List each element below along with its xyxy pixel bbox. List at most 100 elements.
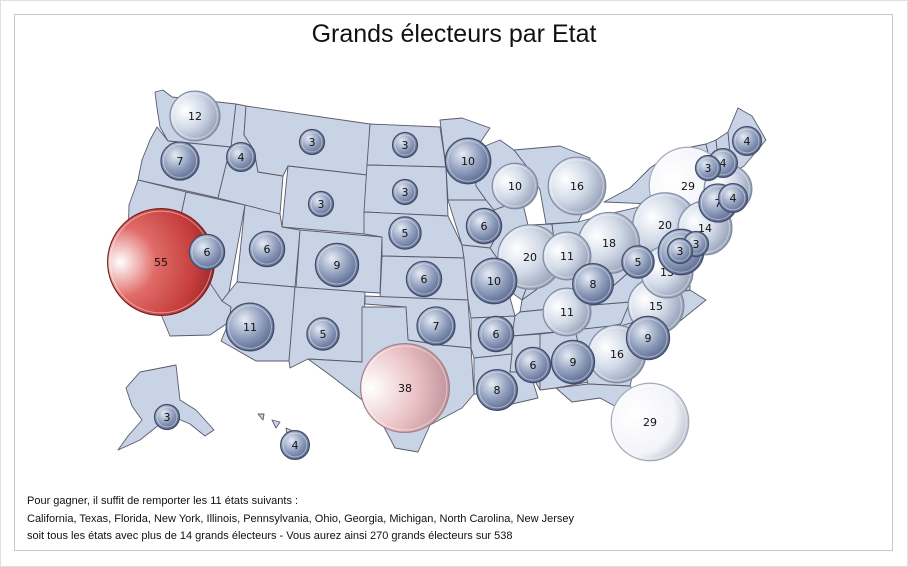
- bubble-circle: [153, 403, 181, 431]
- bubble-label: 3: [402, 139, 409, 152]
- bubble-circle: [666, 237, 694, 265]
- bubble-sc: 9: [625, 315, 671, 361]
- bubble-tn: 11: [542, 287, 592, 337]
- bubble-sd: 3: [391, 178, 419, 206]
- bubble-id: 4: [226, 142, 257, 173]
- bubble-wv: 5: [621, 245, 655, 279]
- bubble-label: 9: [334, 259, 341, 272]
- bubble-label: 18: [602, 237, 616, 250]
- bubble-label: 3: [677, 245, 684, 258]
- bubble-circle: [416, 306, 456, 346]
- bubble-ne: 5: [388, 216, 422, 250]
- bubble-circle: [391, 178, 419, 206]
- bubble-label: 11: [560, 306, 574, 319]
- bubble-label: 10: [461, 155, 475, 168]
- bubble-la: 8: [476, 369, 518, 411]
- bubble-wa: 12: [169, 90, 221, 142]
- bubble-label: 3: [318, 198, 325, 211]
- bubble-circle: [444, 137, 492, 185]
- bubble-mt: 3: [298, 128, 326, 156]
- bubble-hi: 4: [280, 430, 311, 461]
- bubble-label: 10: [487, 275, 501, 288]
- bubble-ky: 8: [572, 263, 614, 305]
- bubble-label: 29: [681, 180, 695, 193]
- bubble-nd: 3: [391, 131, 419, 159]
- bubble-mn: 10: [444, 137, 492, 185]
- bubble-wi: 10: [491, 162, 539, 210]
- bubble-ok: 7: [416, 306, 456, 346]
- bubble-circle: [514, 346, 552, 384]
- bubble-label: 29: [643, 416, 657, 429]
- bubble-label: 16: [570, 180, 584, 193]
- bubble-circle: [491, 162, 539, 210]
- bubble-label: 55: [154, 256, 168, 269]
- footnote-line-3: soit tous les états avec plus de 14 gran…: [27, 530, 513, 542]
- bubble-ut: 6: [248, 230, 286, 268]
- bubble-circle: [694, 154, 722, 182]
- bubble-circle: [405, 260, 443, 298]
- bubble-label: 7: [433, 320, 440, 333]
- bubble-label: 5: [402, 227, 409, 240]
- bubble-mi: 16: [547, 156, 607, 216]
- bubble-circle: [388, 216, 422, 250]
- bubble-circle: [465, 207, 503, 245]
- bubble-circle: [731, 125, 762, 156]
- bubble-label: 16: [610, 348, 624, 361]
- bubble-label: 3: [309, 136, 316, 149]
- bubble-az: 11: [225, 302, 275, 352]
- bubble-circle: [280, 430, 311, 461]
- bubble-label: 4: [730, 192, 737, 205]
- bubble-circle: [610, 382, 690, 462]
- bubble-label: 20: [658, 219, 672, 232]
- bubble-label: 6: [421, 273, 428, 286]
- bubble-circle: [547, 156, 607, 216]
- bubble-dc: 3: [666, 237, 694, 265]
- footnote-line-2: California, Texas, Florida, New York, Il…: [27, 513, 574, 525]
- bubble-label: 5: [635, 256, 642, 269]
- bubble-circle: [717, 183, 748, 214]
- bubble-label: 6: [493, 328, 500, 341]
- bubble-circle: [542, 231, 592, 281]
- bubble-circle: [477, 315, 515, 353]
- bubble-layer: 5538292920201816161514131211111111101010…: [107, 90, 762, 462]
- bubble-label: 9: [645, 332, 652, 345]
- bubble-circle: [360, 343, 450, 433]
- bubble-label: 3: [693, 238, 700, 251]
- bubble-circle: [298, 128, 326, 156]
- bubble-label: 6: [481, 220, 488, 233]
- bubble-wy: 3: [307, 190, 335, 218]
- bubble-label: 6: [204, 246, 211, 259]
- bubble-ak: 3: [153, 403, 181, 431]
- bubble-circle: [621, 245, 655, 279]
- bubble-nv: 6: [188, 233, 226, 271]
- bubble-in: 11: [542, 231, 592, 281]
- bubble-label: 7: [715, 197, 722, 210]
- bubble-circle: [306, 317, 340, 351]
- bubble-label: 20: [523, 251, 537, 264]
- bubble-ar: 6: [477, 315, 515, 353]
- bubble-label: 11: [243, 321, 257, 334]
- bubble-label: 8: [494, 384, 501, 397]
- bubble-label: 6: [530, 359, 537, 372]
- bubble-circle: [226, 142, 257, 173]
- bubble-circle: [572, 263, 614, 305]
- bubble-vt: 3: [694, 154, 722, 182]
- footnote-line-1: Pour gagner, il suffit de remporter les …: [27, 495, 299, 507]
- bubble-al: 9: [550, 339, 596, 385]
- bubble-label: 4: [720, 157, 727, 170]
- bubble-label: 14: [698, 222, 712, 235]
- bubble-circle: [476, 369, 518, 411]
- bubble-circle: [188, 233, 226, 271]
- bubble-circle: [314, 242, 360, 288]
- bubble-circle: [550, 339, 596, 385]
- bubble-label: 4: [744, 135, 751, 148]
- bubble-label: 4: [292, 439, 299, 452]
- bubble-tx: 38: [360, 343, 450, 433]
- bubble-co: 9: [314, 242, 360, 288]
- bubble-label: 7: [177, 155, 184, 168]
- bubble-ms: 6: [514, 346, 552, 384]
- bubble-circle: [542, 287, 592, 337]
- bubble-label: 5: [320, 328, 327, 341]
- bubble-label: 3: [164, 411, 171, 424]
- bubble-or: 7: [160, 141, 200, 181]
